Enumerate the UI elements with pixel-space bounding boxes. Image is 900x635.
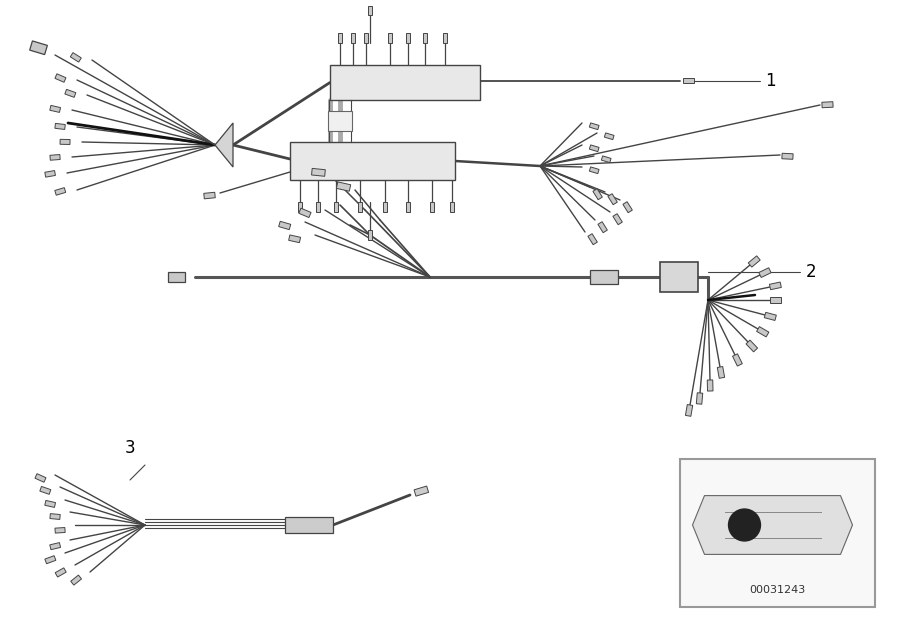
Polygon shape	[50, 514, 60, 519]
Polygon shape	[50, 105, 60, 112]
Polygon shape	[764, 312, 777, 321]
Polygon shape	[757, 326, 769, 337]
Polygon shape	[299, 208, 311, 218]
Polygon shape	[593, 189, 602, 199]
Polygon shape	[598, 222, 608, 232]
Polygon shape	[364, 33, 368, 43]
Polygon shape	[45, 500, 56, 507]
Polygon shape	[60, 139, 70, 145]
Polygon shape	[605, 133, 614, 140]
Polygon shape	[65, 90, 76, 97]
Polygon shape	[279, 221, 291, 230]
Circle shape	[728, 509, 760, 541]
Polygon shape	[311, 168, 325, 177]
Polygon shape	[422, 33, 427, 43]
Text: 2: 2	[806, 263, 816, 281]
Bar	[290, 142, 455, 180]
Bar	[680, 459, 875, 607]
Polygon shape	[697, 393, 703, 404]
Polygon shape	[590, 123, 599, 130]
Polygon shape	[707, 380, 713, 391]
Polygon shape	[40, 486, 50, 494]
Polygon shape	[350, 33, 356, 43]
Bar	[328, 111, 352, 131]
Polygon shape	[70, 53, 81, 62]
Polygon shape	[608, 194, 617, 204]
Polygon shape	[822, 102, 833, 108]
Polygon shape	[45, 556, 56, 564]
Polygon shape	[770, 282, 781, 290]
Polygon shape	[613, 214, 622, 225]
Polygon shape	[357, 202, 363, 212]
Polygon shape	[449, 202, 454, 212]
Polygon shape	[683, 77, 694, 83]
Polygon shape	[590, 145, 599, 152]
Polygon shape	[770, 297, 781, 303]
Polygon shape	[382, 202, 388, 212]
Polygon shape	[443, 33, 447, 43]
Bar	[590, 270, 618, 284]
Polygon shape	[55, 123, 66, 130]
Polygon shape	[782, 153, 793, 159]
Polygon shape	[717, 366, 725, 378]
Polygon shape	[316, 202, 320, 212]
Bar	[330, 65, 480, 100]
Polygon shape	[203, 192, 215, 199]
Polygon shape	[45, 171, 56, 177]
Polygon shape	[71, 575, 82, 585]
Polygon shape	[367, 230, 373, 240]
Polygon shape	[55, 568, 67, 577]
Polygon shape	[55, 528, 65, 533]
Polygon shape	[368, 6, 373, 15]
Polygon shape	[748, 256, 760, 267]
Text: 00031243: 00031243	[750, 585, 806, 595]
Polygon shape	[686, 404, 693, 417]
Polygon shape	[590, 167, 599, 173]
Polygon shape	[414, 486, 428, 496]
Polygon shape	[601, 156, 611, 163]
Polygon shape	[30, 41, 48, 55]
Polygon shape	[733, 354, 742, 366]
Polygon shape	[35, 474, 46, 482]
Polygon shape	[289, 235, 301, 243]
Polygon shape	[388, 33, 392, 43]
Polygon shape	[338, 33, 343, 43]
Polygon shape	[334, 202, 338, 212]
Polygon shape	[50, 542, 60, 550]
Bar	[285, 517, 333, 533]
Polygon shape	[623, 202, 633, 213]
Text: 3: 3	[125, 439, 135, 457]
Polygon shape	[588, 234, 598, 244]
Polygon shape	[168, 272, 185, 282]
Polygon shape	[50, 154, 60, 160]
Polygon shape	[759, 268, 771, 277]
Polygon shape	[298, 202, 302, 212]
Polygon shape	[55, 74, 66, 83]
Polygon shape	[406, 202, 410, 212]
Polygon shape	[215, 123, 233, 167]
Polygon shape	[337, 182, 351, 191]
Polygon shape	[429, 202, 435, 212]
Polygon shape	[55, 187, 66, 195]
Polygon shape	[692, 495, 852, 554]
Text: 1: 1	[765, 72, 776, 90]
Polygon shape	[406, 33, 410, 43]
Bar	[660, 262, 698, 292]
Polygon shape	[746, 340, 758, 352]
